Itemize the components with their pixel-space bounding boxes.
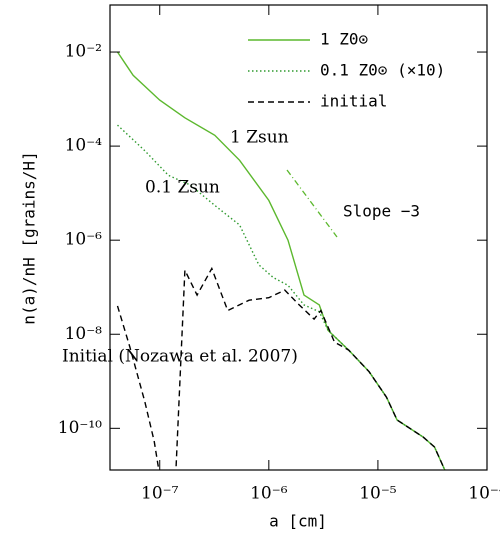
annotation: 0.1 Zsun — [145, 178, 220, 198]
y-tick-label: 10⁻⁴ — [65, 136, 103, 156]
annotation: Slope −3 — [343, 202, 420, 221]
x-tick-label: 10⁻⁶ — [250, 484, 288, 504]
plot-area — [116, 51, 446, 470]
series-line — [117, 124, 446, 470]
legend-label: 1 Z0⊙ — [320, 30, 369, 49]
plot-frame — [109, 4, 488, 471]
y-tick-label: 10⁻⁸ — [65, 324, 103, 344]
x-tick-label: 10⁻⁵ — [359, 484, 397, 504]
y-axis-label: n(a)/nH [grains/H] — [20, 151, 39, 324]
y-tick-label: 10⁻⁶ — [65, 230, 103, 250]
annotation: Initial (Nozawa et al. 2007) — [62, 347, 298, 367]
x-tick-label: 10⁻⁷ — [141, 484, 179, 504]
y-tick-label: 10⁻¹⁰ — [58, 418, 102, 438]
y-tick-label: 10⁻² — [65, 42, 102, 62]
x-tick-label: 10⁻⁴ — [468, 484, 500, 504]
slope-guide — [286, 169, 338, 238]
series-line — [116, 51, 446, 470]
annotation: 1 Zsun — [230, 128, 289, 148]
series-line — [116, 266, 446, 470]
x-axis-label: a [cm] — [269, 512, 327, 531]
legend-label: 0.1 Z0⊙ (×10) — [320, 61, 445, 80]
legend-label: initial — [320, 92, 387, 111]
